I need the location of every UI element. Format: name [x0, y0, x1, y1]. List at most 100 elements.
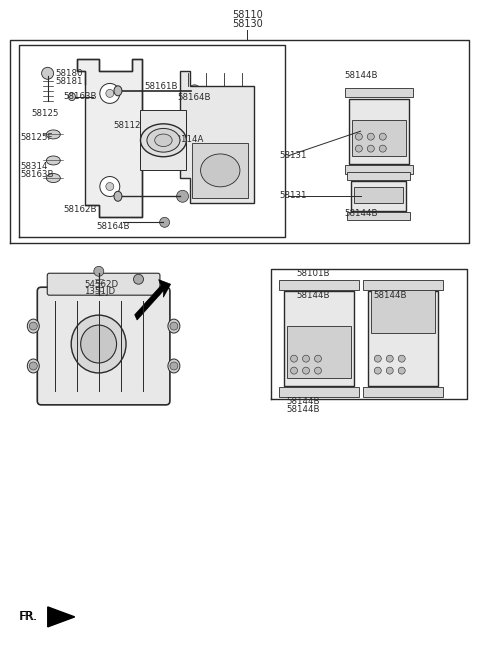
- Text: FR.: FR.: [20, 611, 38, 624]
- Text: 58164B: 58164B: [96, 222, 130, 231]
- Text: 58164B: 58164B: [178, 93, 211, 103]
- Circle shape: [374, 355, 381, 362]
- FancyBboxPatch shape: [37, 287, 170, 405]
- Ellipse shape: [47, 174, 60, 183]
- Circle shape: [170, 362, 178, 370]
- Text: 58161B: 58161B: [144, 82, 178, 91]
- Bar: [363, 280, 443, 290]
- Ellipse shape: [47, 156, 60, 165]
- Text: 58131: 58131: [280, 191, 307, 200]
- Circle shape: [133, 274, 144, 284]
- Polygon shape: [135, 279, 170, 320]
- Ellipse shape: [201, 154, 240, 187]
- Circle shape: [367, 133, 374, 140]
- Text: 58162B: 58162B: [63, 205, 96, 214]
- Ellipse shape: [71, 315, 126, 373]
- Text: 58112: 58112: [113, 121, 141, 131]
- Text: 58144B: 58144B: [373, 291, 407, 300]
- Bar: [348, 212, 410, 220]
- Circle shape: [302, 367, 310, 374]
- Ellipse shape: [68, 93, 75, 101]
- Text: 58101B: 58101B: [297, 268, 330, 278]
- Ellipse shape: [81, 325, 117, 363]
- Bar: [351, 182, 406, 211]
- Text: 58144B: 58144B: [297, 291, 330, 300]
- Circle shape: [290, 367, 298, 374]
- Circle shape: [106, 89, 114, 97]
- Text: 58131: 58131: [280, 151, 307, 161]
- Bar: [345, 165, 413, 174]
- Text: 58130: 58130: [232, 19, 263, 29]
- Text: 58144B: 58144B: [344, 209, 378, 217]
- Circle shape: [177, 190, 189, 202]
- Ellipse shape: [168, 359, 180, 373]
- Ellipse shape: [47, 130, 60, 139]
- Circle shape: [314, 355, 322, 362]
- Circle shape: [355, 133, 362, 140]
- Circle shape: [42, 67, 54, 79]
- Bar: [141, 110, 186, 170]
- Circle shape: [367, 145, 374, 152]
- Text: 58144B: 58144B: [344, 71, 378, 80]
- Text: 58125F: 58125F: [21, 133, 53, 142]
- Circle shape: [290, 355, 298, 362]
- Bar: [349, 99, 408, 163]
- Ellipse shape: [141, 124, 186, 157]
- Polygon shape: [77, 59, 142, 217]
- Text: 58125: 58125: [32, 109, 60, 118]
- Polygon shape: [180, 71, 254, 203]
- Bar: [368, 291, 438, 385]
- Ellipse shape: [155, 134, 172, 146]
- Text: 58110: 58110: [232, 10, 263, 20]
- Circle shape: [100, 84, 120, 103]
- Bar: [192, 143, 248, 198]
- Ellipse shape: [114, 191, 122, 201]
- Text: 58163B: 58163B: [21, 170, 54, 180]
- Text: 58180: 58180: [56, 69, 83, 78]
- Circle shape: [106, 183, 114, 191]
- Text: 58181: 58181: [56, 76, 83, 86]
- Bar: [284, 291, 354, 385]
- Bar: [371, 281, 434, 334]
- Circle shape: [29, 362, 37, 370]
- Bar: [354, 187, 403, 203]
- Text: 58314: 58314: [21, 163, 48, 172]
- Bar: [287, 325, 351, 377]
- Ellipse shape: [168, 319, 180, 333]
- Circle shape: [314, 367, 322, 374]
- Bar: [279, 280, 359, 290]
- Text: 58163B: 58163B: [63, 92, 96, 101]
- Text: FR.: FR.: [19, 611, 37, 624]
- Text: 58114A: 58114A: [170, 135, 204, 144]
- FancyBboxPatch shape: [47, 273, 160, 295]
- Text: 58144B: 58144B: [287, 405, 320, 414]
- Circle shape: [94, 266, 104, 276]
- Circle shape: [29, 322, 37, 330]
- Circle shape: [374, 367, 381, 374]
- Circle shape: [398, 355, 405, 362]
- Circle shape: [170, 322, 178, 330]
- Text: 54562D: 54562D: [84, 279, 119, 289]
- Circle shape: [160, 217, 169, 227]
- Circle shape: [355, 145, 362, 152]
- Bar: [363, 387, 443, 396]
- Text: 1351JD: 1351JD: [84, 287, 116, 296]
- Bar: [279, 387, 359, 396]
- Circle shape: [100, 176, 120, 197]
- Ellipse shape: [147, 129, 180, 152]
- Circle shape: [379, 145, 386, 152]
- Bar: [345, 88, 413, 97]
- Circle shape: [386, 367, 393, 374]
- Circle shape: [302, 355, 310, 362]
- Ellipse shape: [114, 86, 122, 96]
- Ellipse shape: [27, 359, 39, 373]
- Bar: [352, 120, 406, 155]
- Ellipse shape: [27, 319, 39, 333]
- Circle shape: [398, 367, 405, 374]
- Polygon shape: [48, 607, 75, 627]
- Circle shape: [379, 133, 386, 140]
- Circle shape: [189, 85, 201, 97]
- Bar: [348, 172, 410, 180]
- Circle shape: [386, 355, 393, 362]
- Text: 58144B: 58144B: [287, 397, 320, 406]
